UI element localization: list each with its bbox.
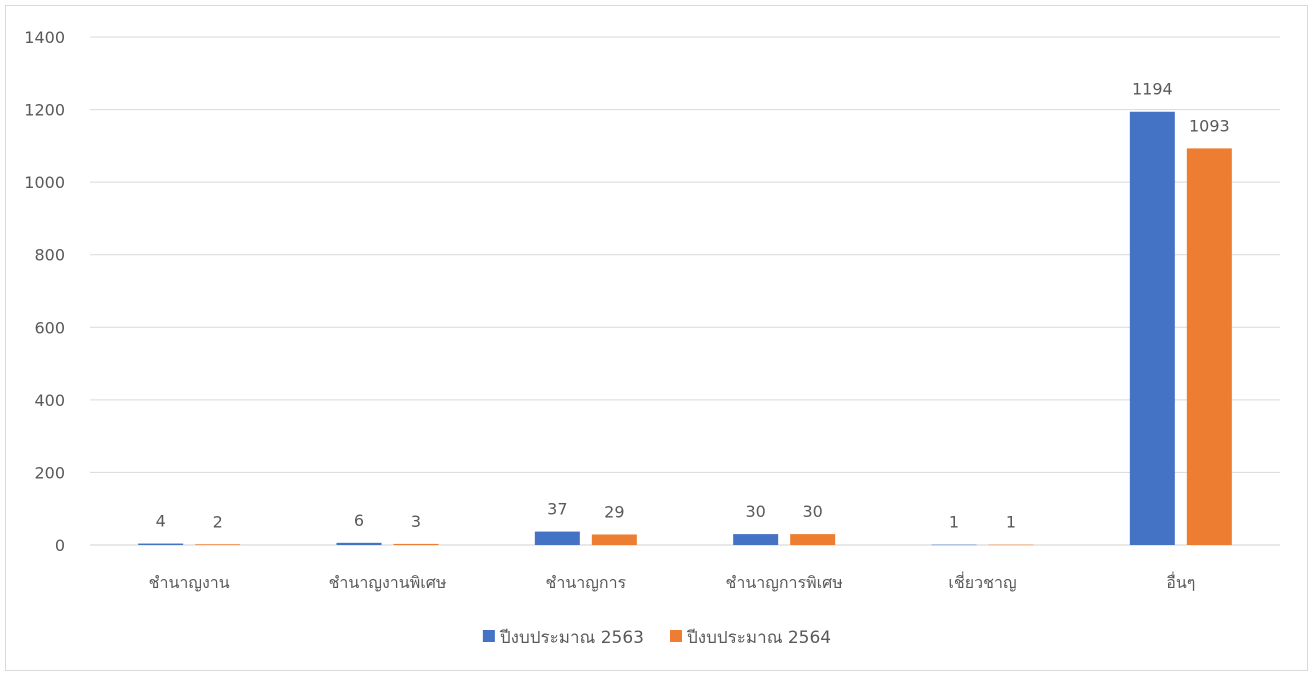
gridlines — [90, 36, 1280, 546]
data-label-4-0: 1 — [949, 513, 959, 532]
data-label-1-0: 6 — [354, 511, 364, 530]
data-label-5-0: 1194 — [1132, 80, 1173, 99]
bars — [138, 111, 1232, 546]
bar-0-1 — [195, 544, 241, 545]
y-tick-label: 800 — [34, 246, 65, 265]
y-tick-label: 1000 — [24, 173, 65, 192]
bar-5-0 — [1129, 111, 1175, 546]
data-labels: 4 2 6 3 37 29 30 30 1 1 1194 1093 — [156, 80, 1230, 532]
bar-2-1 — [591, 534, 637, 545]
y-tick-label: 600 — [34, 318, 65, 337]
bar-4-1 — [988, 544, 1034, 546]
legend: ปีงบประมาณ 2563 ปีงบประมาณ 2564 — [482, 628, 831, 648]
chart-frame — [5, 5, 1308, 671]
x-category-label: ชำนาญการ — [545, 573, 626, 592]
y-tick-label: 1400 — [24, 28, 65, 47]
data-label-2-1: 29 — [604, 502, 624, 521]
data-label-4-1: 1 — [1006, 513, 1016, 532]
x-category-label: ชำนาญงาน — [149, 573, 230, 592]
bar-2-0 — [534, 531, 580, 545]
bar-5-1 — [1186, 148, 1232, 545]
data-label-3-1: 30 — [802, 502, 822, 521]
y-tick-label: 400 — [34, 391, 65, 410]
y-tick-label: 0 — [55, 536, 65, 555]
x-category-label: ชำนาญงานพิเศษ — [329, 573, 447, 592]
x-category-label: เชี่ยวชาญ — [948, 571, 1016, 592]
bar-3-1 — [790, 534, 836, 545]
x-axis-categories: ชำนาญงาน ชำนาญงานพิเศษ ชำนาญการ ชำนาญการพิเ… — [149, 571, 1196, 592]
legend-swatch-0 — [482, 630, 495, 642]
y-axis-ticks: 0 200 400 600 800 1000 1200 1400 — [24, 28, 65, 555]
legend-label-1: ปีงบประมาณ 2564 — [686, 628, 831, 648]
legend-swatch-1 — [670, 630, 682, 642]
bar-1-0 — [336, 542, 382, 545]
data-label-1-1: 3 — [411, 512, 421, 531]
data-label-0-1: 2 — [213, 512, 223, 531]
x-category-label: ชำนาญการพิเศษ — [725, 573, 842, 592]
y-tick-label: 200 — [34, 463, 65, 482]
bar-3-0 — [733, 534, 779, 545]
bar-0-0 — [138, 543, 184, 545]
data-label-3-0: 30 — [745, 502, 765, 521]
bar-4-0 — [931, 544, 977, 546]
x-category-label: อื่นๆ — [1166, 571, 1195, 592]
data-label-5-1: 1093 — [1189, 116, 1230, 135]
y-tick-label: 1200 — [24, 101, 65, 120]
data-label-2-0: 37 — [547, 500, 567, 519]
legend-label-0: ปีงบประมาณ 2563 — [499, 628, 644, 648]
bar-1-1 — [393, 543, 439, 545]
data-label-0-0: 4 — [156, 512, 166, 531]
